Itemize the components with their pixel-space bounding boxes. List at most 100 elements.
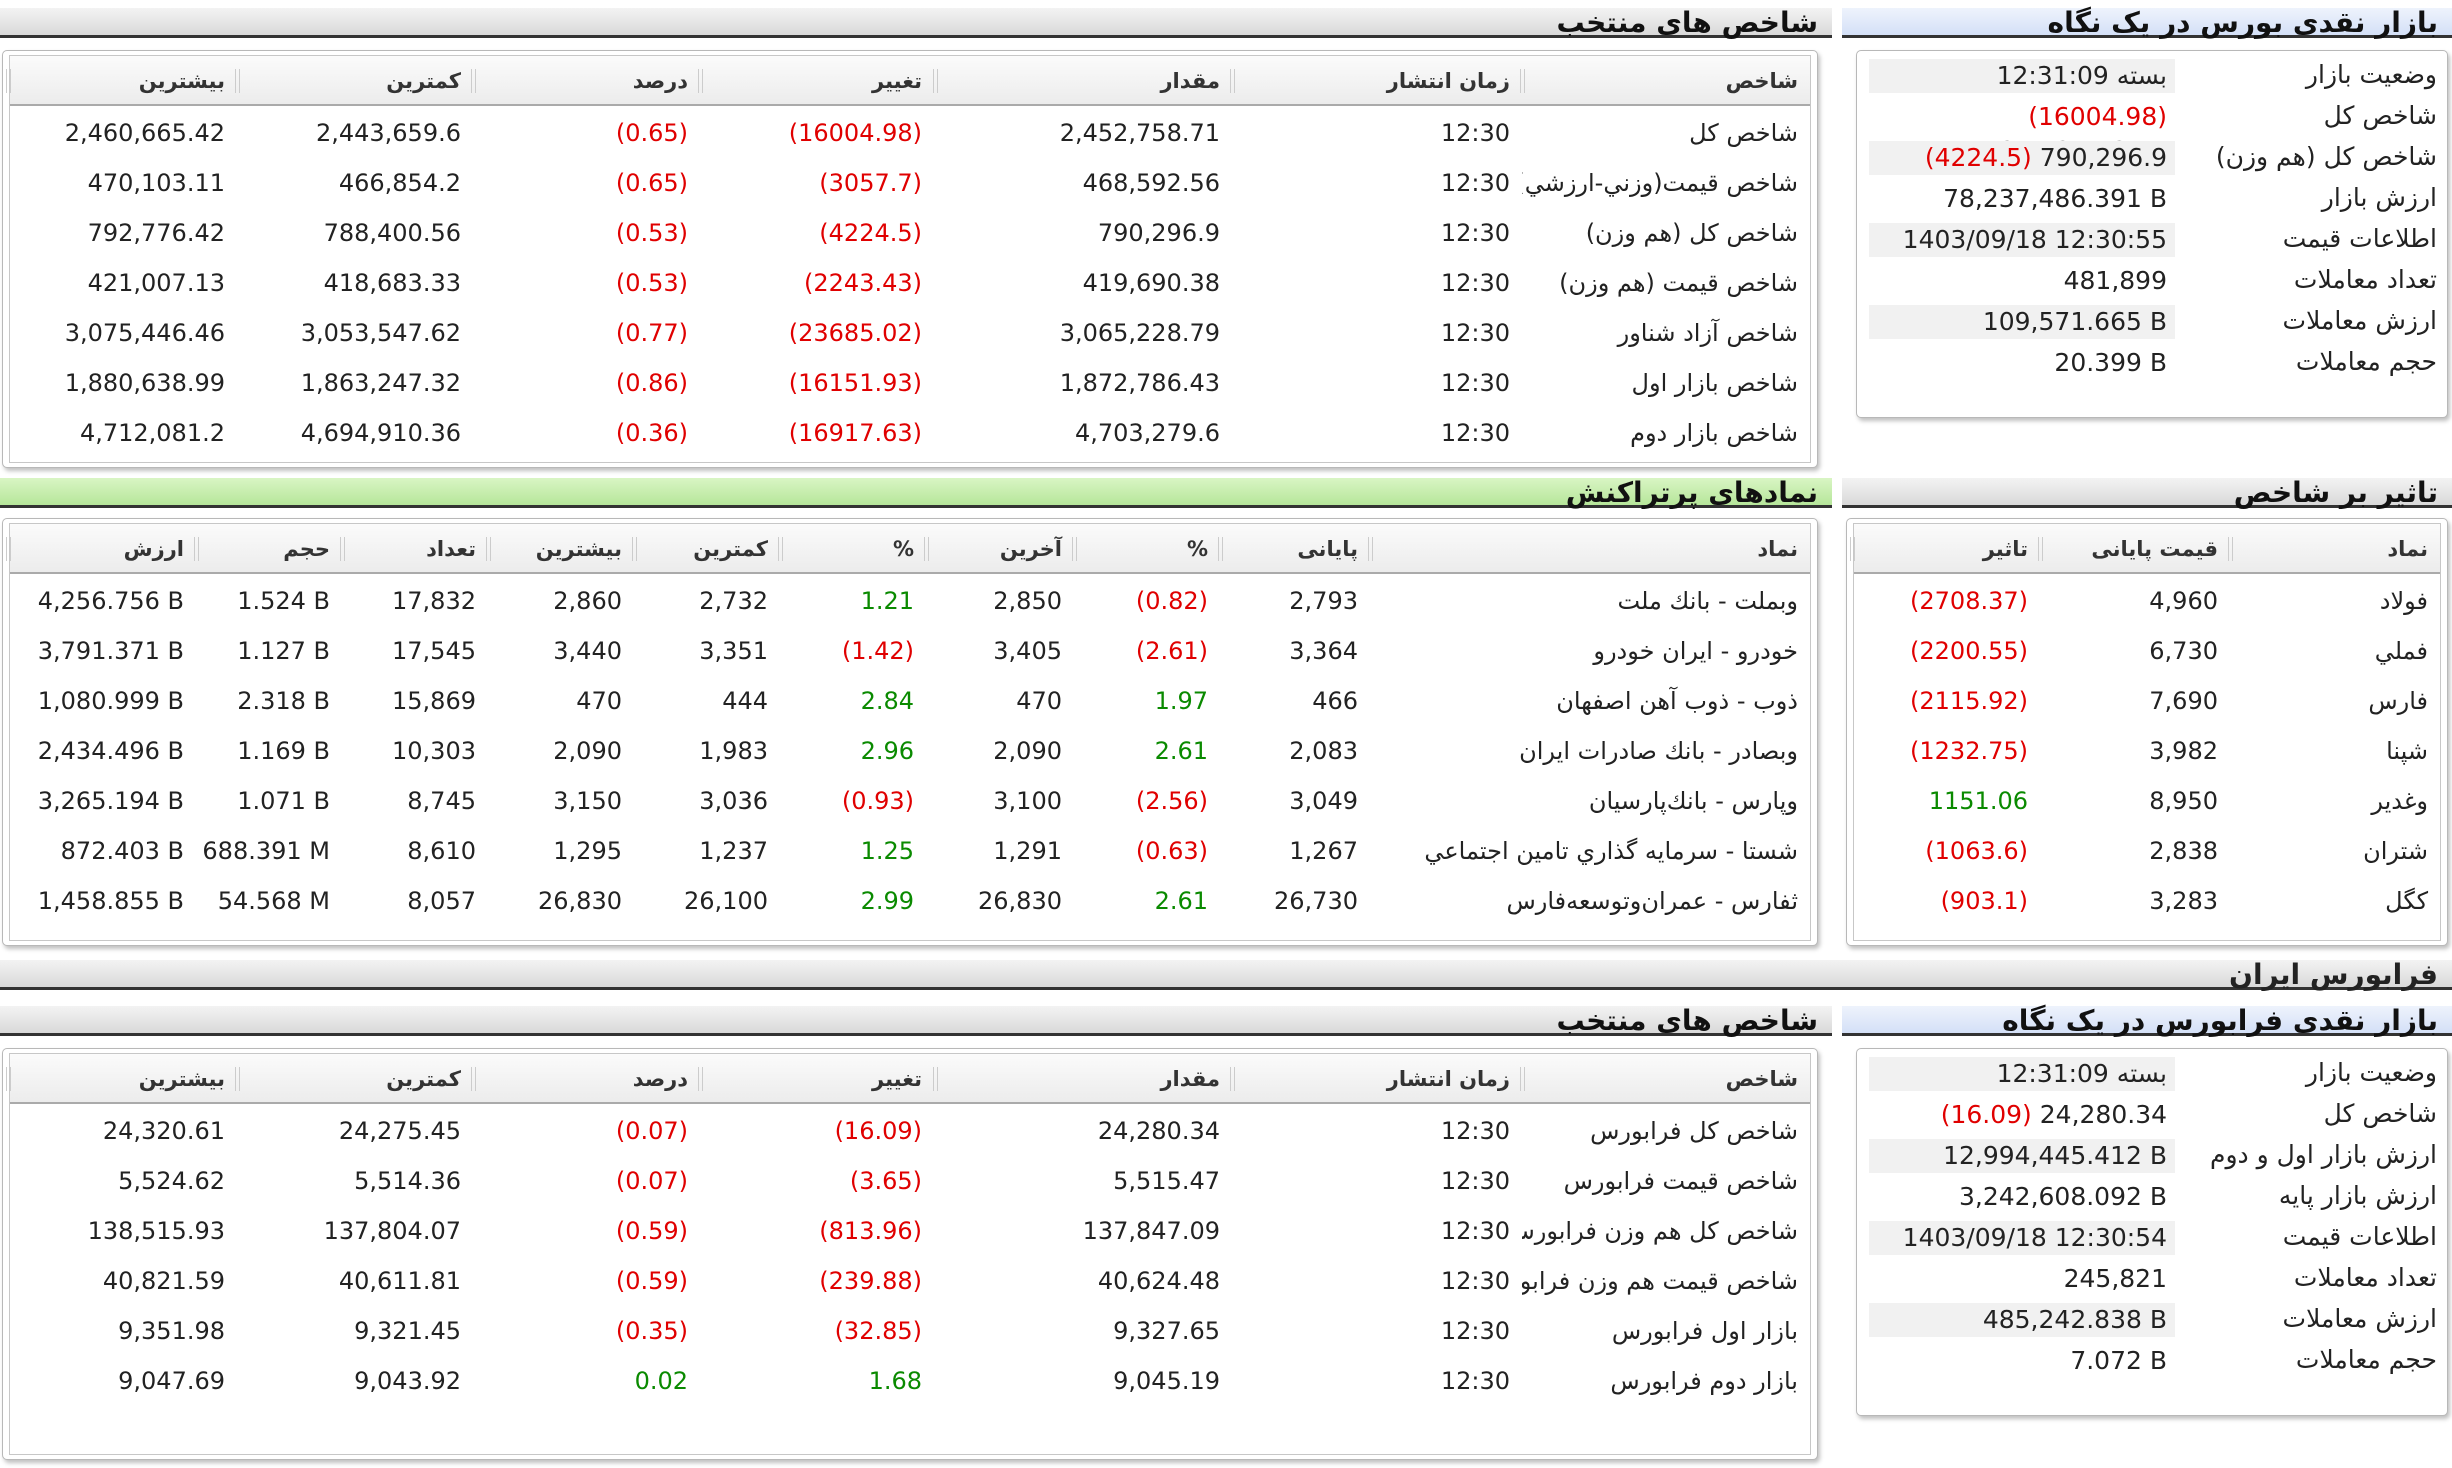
fara-indices-col-header-low[interactable]: کمترین: [235, 1054, 473, 1104]
impact-row[interactable]: فملي 6,730 (2200.55): [1854, 626, 2440, 676]
impact-cell-symbol[interactable]: شپنا: [2386, 737, 2428, 765]
active-cell-symbol[interactable]: وبصادر - بانك صادرات ايران: [1519, 737, 1798, 765]
impact-row[interactable]: فارس 7,690 (2115.92): [1854, 676, 2440, 726]
active-cell-low: 444: [722, 687, 768, 715]
fara-indices-cell-index[interactable]: شاخص قيمت فرابورس: [1563, 1167, 1798, 1195]
active-col-header-close-percent[interactable]: %: [1072, 524, 1220, 574]
tse-indices-cell-index[interactable]: شاخص قيمت (هم وزن): [1559, 269, 1798, 297]
active-cell-value: 872.403 B: [60, 837, 184, 865]
active-col-header-low[interactable]: کمترین: [632, 524, 780, 574]
tse-indices-row[interactable]: شاخص بازار دوم 12:30 4,703,279.6 (16917.63)…: [10, 408, 1810, 458]
impact-cell-symbol[interactable]: وغدير: [2371, 787, 2428, 815]
tse-indices-row[interactable]: شاخص قيمت (هم وزن) 12:30 419,690.38 (2243.4…: [10, 258, 1810, 308]
fara-indices-col-header-high[interactable]: بیشترین: [6, 1054, 237, 1104]
impact-row[interactable]: شتران 2,838 (1063.6): [1854, 826, 2440, 876]
active-col-header-last[interactable]: آخرین: [924, 524, 1074, 574]
tse-indices-cell-percent: (0.36): [615, 419, 688, 447]
fara-indices-cell-index[interactable]: شاخص كل هم وزن فرابورس: [1522, 1217, 1798, 1245]
tse-indices-col-header-index[interactable]: شاخص: [1520, 56, 1810, 106]
active-cell-symbol[interactable]: ثفارس - عمران‌وتوسعه‌فارس: [1506, 887, 1798, 915]
fara-indices-cell-change: (3.65): [849, 1167, 922, 1195]
active-cell-symbol[interactable]: وپارس - بانك‌پارسيان: [1588, 787, 1798, 815]
active-cell-symbol[interactable]: خودرو - ايران خودرو: [1593, 637, 1798, 665]
active-cell-symbol[interactable]: وبملت - بانك ملت: [1617, 587, 1798, 615]
impact-title: تاثیر بر شاخص: [1842, 478, 2452, 508]
tse-indices-row[interactable]: شاخص كل 12:30 2,452,758.71 (16004.98) (0.65)…: [10, 108, 1810, 158]
fara-glance-label: حجم معاملات: [2295, 1345, 2437, 1374]
fara-indices-cell-change: (239.88): [819, 1267, 922, 1295]
fara-glance-change: (16.09): [1940, 1100, 2040, 1129]
tse-indices-row[interactable]: شاخص آزاد شناور 12:30 3,065,228.79 (23685.0…: [10, 308, 1810, 358]
active-cell-symbol[interactable]: شستا - سرمايه گذاري تامين اجتماعي: [1424, 837, 1798, 865]
impact-col-header-close[interactable]: قیمت پایانی: [2038, 524, 2230, 574]
impact-col-header-symbol[interactable]: نماد: [2228, 524, 2440, 574]
active-col-header-high[interactable]: بیشترین: [486, 524, 634, 574]
active-cell-symbol[interactable]: ذوب - ذوب آهن اصفهان: [1556, 687, 1798, 715]
active-cell-low: 26,100: [684, 887, 768, 915]
fara-indices-cell-index[interactable]: شاخص كل فرابورس: [1590, 1117, 1798, 1145]
active-row[interactable]: وپارس - بانك‌پارسيان 3,049 (2.56) 3,100 (0.9…: [10, 776, 1810, 826]
active-col-header-value[interactable]: ارزش: [6, 524, 196, 574]
impact-col-header-impact[interactable]: تاثیر: [1850, 524, 2040, 574]
fara-indices-cell-time: 12:30: [1440, 1167, 1510, 1195]
fara-indices-row[interactable]: بازار اول فرابورس 12:30 9,327.65 (32.85) (0.…: [10, 1306, 1810, 1356]
active-row[interactable]: وبصادر - بانك صادرات ايران 2,083 2.61 2,090…: [10, 726, 1810, 776]
fara-indices-row[interactable]: شاخص كل فرابورس 12:30 24,280.34 (16.09) (0.0…: [10, 1106, 1810, 1156]
tse-indices-cell-index[interactable]: شاخص قيمت(وزني-ارزشي): [1522, 169, 1798, 197]
tse-indices-cell-low: 788,400.56: [323, 219, 461, 247]
tse-glance-row: حجم معاملات 20.399 B: [1857, 344, 2447, 380]
impact-cell-symbol[interactable]: فولاد: [2379, 587, 2428, 615]
active-col-header-close[interactable]: پایانی: [1218, 524, 1370, 574]
tse-indices-cell-index[interactable]: شاخص بازار اول: [1631, 369, 1798, 397]
tse-indices-row[interactable]: شاخص بازار اول 12:30 1,872,786.43 (16151.93…: [10, 358, 1810, 408]
active-cell-close-percent: 2.61: [1154, 737, 1208, 765]
fara-indices-cell-index[interactable]: بازار اول فرابورس: [1611, 1317, 1798, 1345]
tse-indices-col-header-high[interactable]: بیشترین: [6, 56, 237, 106]
tse-indices-cell-index[interactable]: شاخص بازار دوم: [1630, 419, 1798, 447]
tse-indices-cell-index[interactable]: شاخص آزاد شناور: [1617, 319, 1798, 347]
fara-glance-row: تعداد معاملات 245,821: [1857, 1260, 2447, 1296]
tse-indices-cell-index[interactable]: شاخص كل: [1689, 119, 1798, 147]
fara-indices-cell-index[interactable]: بازار دوم فرابورس: [1610, 1367, 1798, 1395]
active-cell-low: 3,351: [699, 637, 768, 665]
impact-row[interactable]: كگل 3,283 (903.1): [1854, 876, 2440, 926]
impact-cell-symbol[interactable]: فملي: [2374, 637, 2428, 665]
tse-indices-row[interactable]: شاخص قيمت(وزني-ارزشي) 12:30 468,592.56 (305…: [10, 158, 1810, 208]
fara-indices-col-header-percent[interactable]: درصد: [471, 1054, 700, 1104]
tse-indices-col-header-change[interactable]: تغییر: [698, 56, 934, 106]
active-col-header-count[interactable]: تعداد: [340, 524, 488, 574]
tse-indices-col-header-value[interactable]: مقدار: [933, 56, 1232, 106]
active-col-header-volume[interactable]: حجم: [194, 524, 342, 574]
fara-indices-row[interactable]: بازار دوم فرابورس 12:30 9,045.19 1.68 0.02 9,…: [10, 1356, 1810, 1406]
tse-indices-col-header-percent[interactable]: درصد: [471, 56, 700, 106]
impact-cell-impact: (2200.55): [1910, 637, 2028, 665]
active-row[interactable]: ذوب - ذوب آهن اصفهان 466 1.97 470 2.84 444 470…: [10, 676, 1810, 726]
fara-indices-col-header-change[interactable]: تغییر: [698, 1054, 934, 1104]
active-row[interactable]: شستا - سرمايه گذاري تامين اجتماعي 1,267 (0…: [10, 826, 1810, 876]
impact-row[interactable]: وغدير 8,950 1151.06: [1854, 776, 2440, 826]
fara-indices-row[interactable]: شاخص كل هم وزن فرابورس 12:30 137,847.09 (81…: [10, 1206, 1810, 1256]
active-row[interactable]: ثفارس - عمران‌وتوسعه‌فارس 26,730 2.61 26,83…: [10, 876, 1810, 926]
active-col-header-last-percent[interactable]: %: [778, 524, 926, 574]
active-row[interactable]: خودرو - ايران خودرو 3,364 (2.61) 3,405 (1.42…: [10, 626, 1810, 676]
tse-indices-col-header-low[interactable]: کمترین: [235, 56, 473, 106]
impact-cell-symbol[interactable]: فارس: [2368, 687, 2428, 715]
active-cell-high: 3,440: [553, 637, 622, 665]
fara-indices-row[interactable]: شاخص قيمت هم وزن فرابو... 12:30 40,624.48 (…: [10, 1256, 1810, 1306]
impact-cell-symbol[interactable]: كگل: [2385, 887, 2428, 915]
tse-indices-cell-index[interactable]: شاخص كل (هم وزن): [1585, 219, 1798, 247]
active-cell-last: 1,291: [993, 837, 1062, 865]
tse-indices-col-header-time[interactable]: زمان انتشار: [1230, 56, 1522, 106]
impact-row[interactable]: شپنا 3,982 (1232.75): [1854, 726, 2440, 776]
impact-cell-symbol[interactable]: شتران: [2363, 837, 2428, 865]
fara-indices-cell-index[interactable]: شاخص قيمت هم وزن فرابو...: [1522, 1267, 1798, 1295]
tse-indices-row[interactable]: شاخص كل (هم وزن) 12:30 790,296.9 (4224.5) (0…: [10, 208, 1810, 258]
active-col-header-symbol[interactable]: نماد: [1368, 524, 1810, 574]
impact-row[interactable]: فولاد 4,960 (2708.37): [1854, 576, 2440, 626]
active-row[interactable]: وبملت - بانك ملت 2,793 (0.82) 2,850 1.21 2,73…: [10, 576, 1810, 626]
fara-indices-col-header-time[interactable]: زمان انتشار: [1230, 1054, 1522, 1104]
fara-indices-row[interactable]: شاخص قيمت فرابورس 12:30 5,515.47 (3.65) (0.0…: [10, 1156, 1810, 1206]
tse-glance-number: 78,237,486.391 B: [1943, 184, 2167, 213]
fara-indices-col-header-value[interactable]: مقدار: [933, 1054, 1232, 1104]
fara-indices-col-header-index[interactable]: شاخص: [1520, 1054, 1810, 1104]
